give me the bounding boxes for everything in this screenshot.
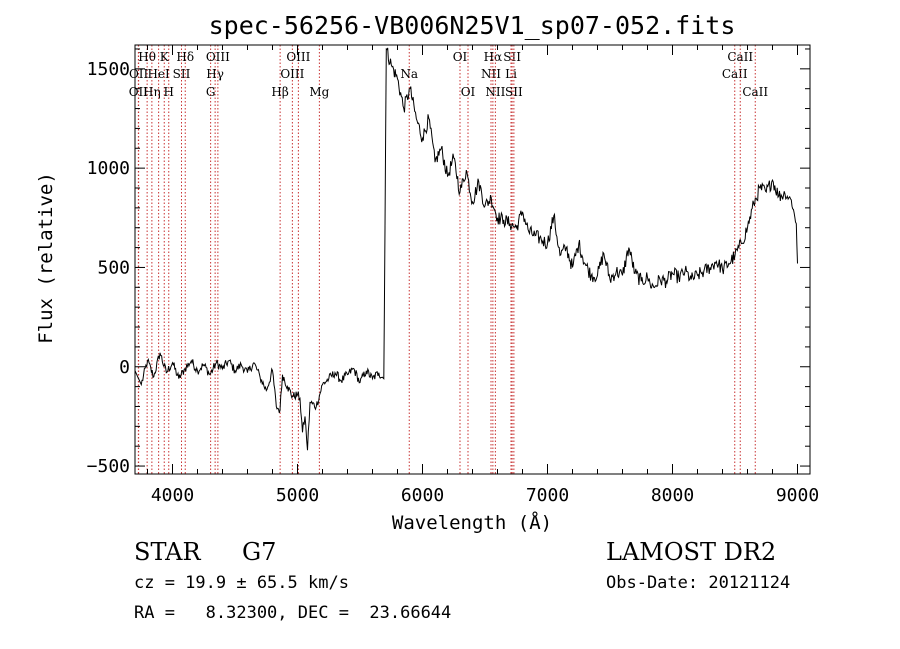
y-axis-label: Flux (relative) xyxy=(35,172,57,344)
y-tick-label-0: −500 xyxy=(87,456,130,477)
line-label-25: CaII xyxy=(722,67,748,81)
chart-title: spec-56256-VB006N25V1_sp07-052.fits xyxy=(209,11,736,40)
line-label-27: CaII xyxy=(742,85,768,99)
line-label-12: Hβ xyxy=(271,85,288,99)
x-tick-label-2: 6000 xyxy=(401,485,444,506)
obs-date-text: Obs-Date: 20121124 xyxy=(606,573,791,593)
line-label-16: Na xyxy=(400,67,418,81)
axes: 4000 5000 6000 7000 8000 9000 −500 0 500 1000 1500 xyxy=(87,45,819,506)
coordinates-text: RA = 8.32300, DEC = 23.66644 xyxy=(134,603,452,623)
line-label-22: Li xyxy=(505,67,517,81)
y-tick-label-4: 1500 xyxy=(87,59,130,80)
line-label-6: H xyxy=(164,85,174,99)
line-label-7: SII xyxy=(173,67,191,81)
x-tick-label-0: 4000 xyxy=(151,485,194,506)
line-label-26: CaII xyxy=(727,50,753,64)
object-class: STAR xyxy=(134,538,201,566)
y-tick-label-2: 500 xyxy=(97,257,130,278)
line-label-18: OI xyxy=(461,85,476,99)
x-tick-label-3: 7000 xyxy=(526,485,569,506)
object-subclass: G7 xyxy=(242,538,277,566)
line-label-13: OIII xyxy=(280,67,304,81)
line-label-11: OIII xyxy=(206,50,230,64)
x-tick-label-5: 9000 xyxy=(776,485,819,506)
line-label-8: Hδ xyxy=(176,50,194,64)
line-label-19: NII xyxy=(481,67,501,81)
line-label-0: Hθ xyxy=(138,50,156,64)
line-label-14: OIII xyxy=(286,50,310,64)
x-axis-label: Wavelength (Å) xyxy=(392,511,552,534)
line-label-20: Hα xyxy=(484,50,503,64)
line-label-23: SII xyxy=(503,50,521,64)
line-label-24: SII xyxy=(505,85,523,99)
line-label-15: Mg xyxy=(309,85,329,99)
line-label-17: OI xyxy=(453,50,468,64)
line-label-4: HeI xyxy=(147,67,170,81)
line-label-5: K xyxy=(160,50,170,64)
line-label-2: OII xyxy=(129,67,149,81)
survey-name: LAMOST DR2 xyxy=(606,538,777,566)
line-label-9: G xyxy=(206,85,216,99)
line-label-21: NII xyxy=(485,85,505,99)
line-label-3: Hη xyxy=(143,85,161,99)
y-tick-label-1: 0 xyxy=(119,357,130,378)
y-tick-label-3: 1000 xyxy=(87,158,130,179)
spectrum-line xyxy=(134,47,798,451)
spectral-line-markers: HθOIIOIIHηHeIKHSIIHδGHγOIIIHβOIIIOIIIMgN… xyxy=(129,45,768,474)
x-tick-label-1: 5000 xyxy=(276,485,319,506)
x-tick-label-4: 8000 xyxy=(651,485,694,506)
line-label-10: Hγ xyxy=(206,67,224,81)
spectrum-plot xyxy=(134,47,798,451)
redshift-text: cz = 19.9 ± 65.5 km/s xyxy=(134,573,349,593)
plot-frame xyxy=(134,44,811,475)
